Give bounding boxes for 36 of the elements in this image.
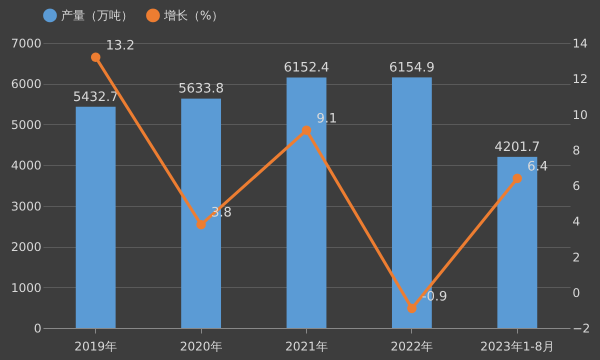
y2-tick-label: 0 xyxy=(572,286,580,300)
y-tick-label: 6000 xyxy=(10,77,42,92)
y-tick-label: 3000 xyxy=(10,199,42,214)
data-label: 4201.7 xyxy=(494,140,540,155)
y-tick-label: 5000 xyxy=(10,118,42,132)
y-tick-label: 4000 xyxy=(10,158,42,173)
point xyxy=(512,174,522,184)
data-label: 6154.9 xyxy=(389,60,435,76)
y-tick-label: 0 xyxy=(34,322,42,336)
y-tick-label: 7000 xyxy=(10,36,42,50)
y2-tick-label: 6 xyxy=(572,179,580,193)
y2-tick-label: 2 xyxy=(572,250,580,264)
y-tick-label: 2000 xyxy=(10,240,42,254)
y2-tick-label: 12 xyxy=(572,72,588,86)
data-label: 6152.4 xyxy=(284,60,330,76)
data-label: 5432.7 xyxy=(72,90,118,105)
x-tick-label: 2019年 xyxy=(74,340,117,354)
x-tick-label: 2022年 xyxy=(390,340,434,354)
legend-label: 增长（%） xyxy=(163,8,224,22)
legend-label: 产量（万吨） xyxy=(61,8,133,22)
x-tick-label: 2021年 xyxy=(285,340,328,354)
point xyxy=(90,52,100,62)
bar xyxy=(76,106,116,328)
x-tick-label: 2020年 xyxy=(180,340,222,354)
data-label: 5633.8 xyxy=(178,82,224,97)
x-tick-label: 2023年1-8月 xyxy=(480,340,554,354)
data-label: 13.2 xyxy=(106,38,135,54)
y2-tick-label: 14 xyxy=(572,36,588,50)
point xyxy=(407,304,417,314)
y-tick-label: 1000 xyxy=(10,280,42,295)
y2-tick-label: −2 xyxy=(572,322,590,336)
y2-tick-label: 10 xyxy=(572,108,588,122)
y2-tick-label: 8 xyxy=(572,143,580,158)
y2-tick-label: 4 xyxy=(572,214,580,229)
point xyxy=(302,126,312,136)
point xyxy=(196,220,206,230)
